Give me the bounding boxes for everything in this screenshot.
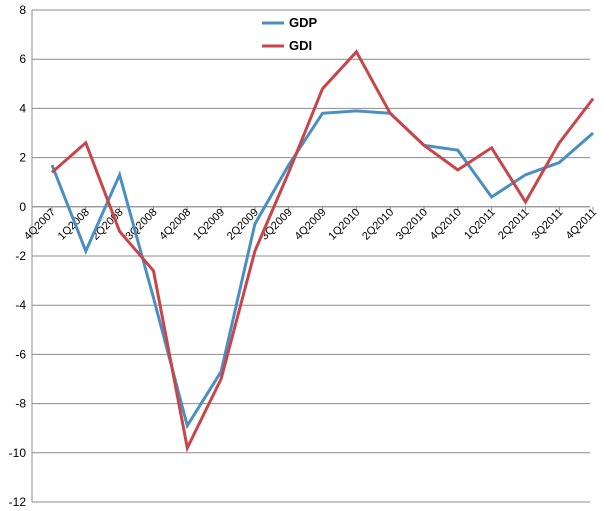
y-tick-label: 8 (19, 3, 26, 17)
x-tick-label: 4Q2008 (157, 206, 193, 242)
x-tick-label: 3Q2011 (530, 206, 566, 242)
y-tick-label: 0 (19, 200, 26, 214)
series-line-gdi (51, 49, 595, 453)
y-tick-label: 4 (19, 101, 26, 115)
x-axis-ticks: 4Q20071Q20082Q20083Q20084Q20081Q20092Q20… (22, 206, 599, 242)
x-tick-label: 2Q2011 (496, 206, 532, 242)
axes (31, 10, 590, 502)
series-lines (50, 49, 595, 453)
x-tick-label: 4Q2011 (564, 206, 600, 242)
legend-label-gdp: GDP (289, 15, 318, 30)
y-tick-label: 6 (19, 52, 26, 66)
y-tick-label: 2 (19, 151, 26, 165)
x-tick-label: 1Q2010 (326, 206, 362, 242)
y-tick-label: -2 (15, 249, 26, 263)
x-tick-label: 4Q2010 (428, 206, 464, 242)
x-tick-label: 4Q2007 (22, 206, 58, 242)
x-tick-label: 3Q2009 (259, 206, 295, 242)
legend: GDP GDI (262, 15, 318, 53)
gridlines (32, 9, 590, 503)
x-tick-label: 1Q2011 (462, 206, 498, 242)
legend-label-gdi: GDI (289, 38, 312, 53)
y-tick-label: -8 (15, 397, 26, 411)
y-tick-label: -12 (9, 495, 27, 509)
y-tick-label: -6 (15, 347, 26, 361)
x-tick-label: 2Q2010 (360, 206, 396, 242)
y-axis-ticks: -12 -10 -8 -6 -4 -2 0 2 4 6 8 (9, 3, 27, 509)
series-line-gdp (50, 109, 595, 430)
x-tick-label: 1Q2009 (191, 206, 227, 242)
x-tick-label: 3Q2010 (394, 206, 430, 242)
y-tick-label: -10 (9, 446, 27, 460)
x-tick-label: 2Q2008 (90, 206, 126, 242)
x-tick-label: 4Q2009 (292, 206, 328, 242)
y-tick-label: -4 (15, 298, 26, 312)
